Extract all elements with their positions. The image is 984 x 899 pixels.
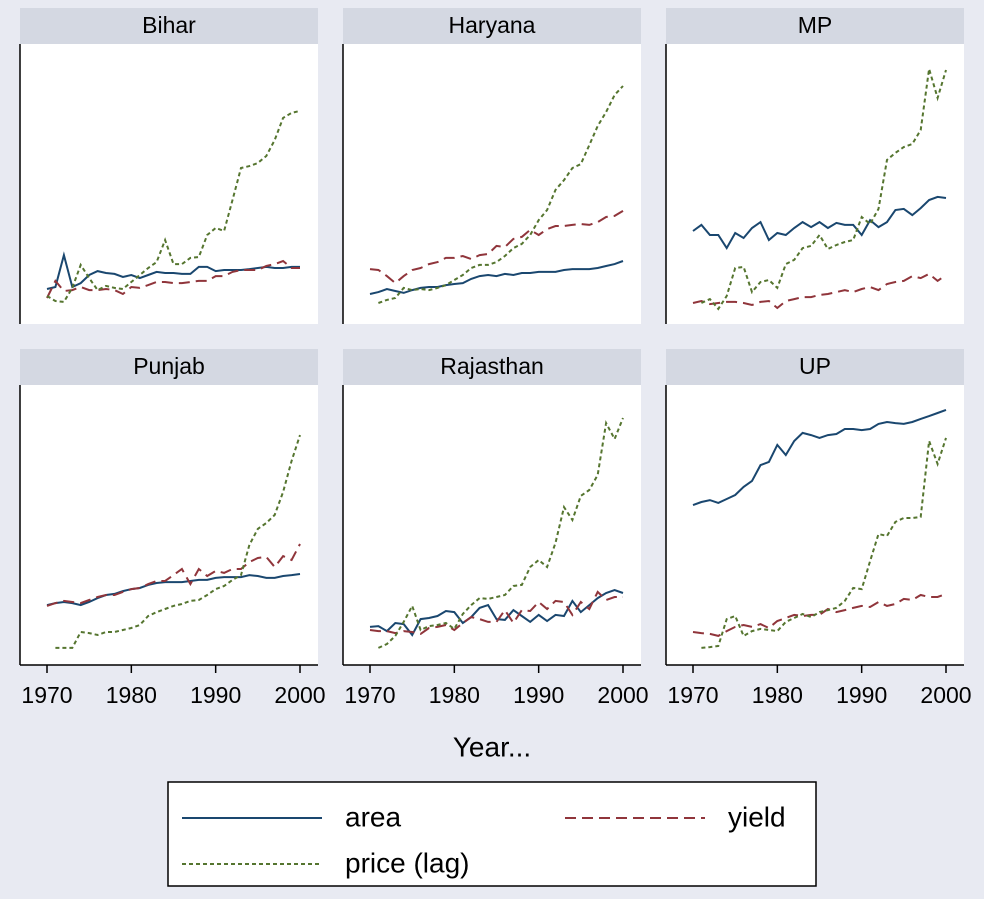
x-tick-label: 2000 [274, 682, 325, 708]
x-tick-label: 1990 [190, 682, 241, 708]
series-line [369, 590, 623, 635]
panel-header [666, 8, 964, 44]
plot-area [20, 385, 318, 665]
panel-title: Punjab [133, 353, 205, 379]
legend-box [167, 781, 817, 887]
series-line [46, 573, 301, 607]
series-line [378, 85, 624, 304]
series-line [692, 272, 947, 310]
legend-label: price (lag) [345, 847, 469, 878]
series-line [55, 434, 301, 649]
series-line [692, 195, 947, 251]
plot-area [343, 385, 641, 665]
plot-area [666, 44, 964, 324]
panel-header [666, 349, 964, 385]
x-tick-label: 1970 [21, 682, 72, 708]
x-tick-label: 1970 [344, 682, 395, 708]
series-line [369, 210, 624, 285]
series-line [692, 408, 947, 507]
x-tick-label: 1990 [513, 682, 564, 708]
panel-header [343, 349, 641, 385]
panel-header [20, 349, 318, 385]
plot-area [666, 385, 964, 665]
series-line [46, 543, 301, 607]
series-line [377, 417, 624, 649]
panel-title: MP [798, 12, 833, 38]
x-tick-label: 1980 [752, 682, 803, 708]
panel-title: UP [799, 353, 831, 379]
series-line [700, 68, 947, 311]
x-tick-label: 1980 [429, 682, 480, 708]
series-line [46, 251, 300, 290]
x-tick-label: 2000 [597, 682, 648, 708]
panel-header [343, 8, 641, 44]
x-axis-title: Year... [453, 731, 531, 762]
series-line [369, 260, 624, 295]
panel-title: Haryana [449, 12, 536, 38]
plot-area [343, 44, 641, 324]
series-line [46, 259, 300, 299]
series-line [369, 588, 624, 637]
x-tick-label: 1980 [106, 682, 157, 708]
x-tick-label: 1990 [836, 682, 887, 708]
panel-title: Bihar [142, 12, 196, 38]
panel-title: Rajasthan [440, 353, 544, 379]
series-line [701, 437, 947, 649]
series-line [692, 592, 947, 637]
x-tick-label: 1970 [667, 682, 718, 708]
legend-label: area [345, 801, 401, 832]
legend-label: yield [728, 801, 786, 832]
panel-header [20, 8, 318, 44]
x-tick-label: 2000 [920, 682, 971, 708]
